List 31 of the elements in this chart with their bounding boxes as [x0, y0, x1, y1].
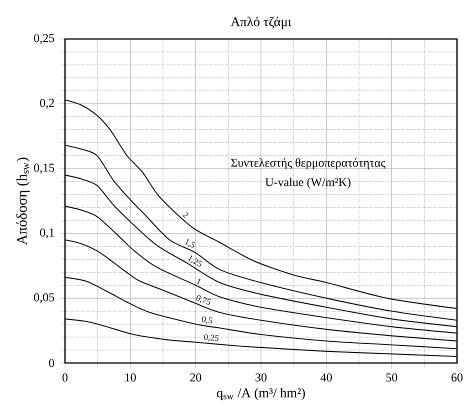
text: 0,75 [196, 295, 211, 305]
x-tick-label: 0 [62, 373, 68, 382]
text: 2 [182, 212, 188, 218]
x-tick-label: 30 [256, 373, 267, 382]
annotation: U-value (W/m²K) [265, 178, 350, 189]
line-series [65, 174, 457, 328]
x-tick-label: 10 [125, 373, 136, 382]
y-tick-label: 0,2 [40, 98, 54, 109]
y-tick-label: 0 [49, 358, 54, 368]
x-tick-label: 50 [386, 373, 398, 382]
y-tick-label: 0,05 [34, 293, 54, 304]
x-tick-label: 40 [320, 373, 332, 382]
x-axis-title: q$_{sw}$ /A (m³/ hm²) [216, 388, 305, 400]
line-series [65, 239, 457, 342]
chart-title: Απλό τζάμι [230, 16, 292, 29]
x-tick-label: 60 [452, 373, 463, 382]
line-series [65, 99, 457, 310]
text: 1,5 [184, 239, 196, 248]
y-tick-label: 0,25 [34, 34, 54, 44]
line-series [65, 206, 457, 334]
x-tick-label: 20 [190, 373, 202, 382]
y-tick-label: 0,15 [34, 164, 54, 174]
y-axis-title: Απόδοση (h$_{sw}$) [16, 158, 30, 245]
series-label: 0,25 [204, 334, 218, 342]
line-series [65, 318, 457, 358]
text: 1,25 [188, 256, 202, 266]
text: 0,5 [202, 316, 212, 324]
text: 1 [196, 279, 200, 285]
line-series [65, 276, 457, 350]
annotation: Συντελεστής θερμοπερατότητας [231, 158, 386, 170]
y-tick-label: 0,1 [40, 228, 54, 238]
